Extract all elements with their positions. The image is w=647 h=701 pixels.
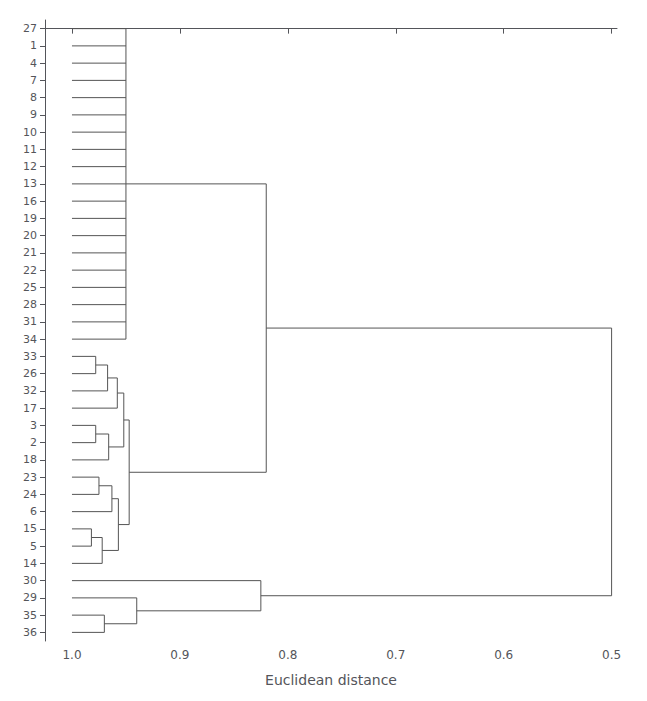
- svg-text:20: 20: [23, 229, 37, 242]
- svg-text:0.6: 0.6: [494, 648, 513, 662]
- svg-text:26: 26: [23, 367, 37, 380]
- svg-text:7: 7: [30, 74, 37, 87]
- svg-text:36: 36: [23, 626, 37, 639]
- svg-text:21: 21: [23, 246, 37, 259]
- svg-text:0.8: 0.8: [278, 648, 297, 662]
- svg-text:14: 14: [23, 557, 37, 570]
- svg-text:27: 27: [23, 22, 37, 35]
- svg-text:9: 9: [30, 108, 37, 121]
- svg-text:13: 13: [23, 177, 37, 190]
- svg-text:23: 23: [23, 471, 37, 484]
- svg-text:12: 12: [23, 160, 37, 173]
- svg-text:10: 10: [23, 126, 37, 139]
- svg-text:24: 24: [23, 488, 37, 501]
- svg-text:11: 11: [23, 143, 37, 156]
- svg-text:30: 30: [23, 574, 37, 587]
- svg-text:16: 16: [23, 195, 37, 208]
- svg-text:17: 17: [23, 402, 37, 415]
- svg-text:0.7: 0.7: [386, 648, 405, 662]
- svg-text:0.9: 0.9: [170, 648, 189, 662]
- svg-text:25: 25: [23, 281, 37, 294]
- svg-text:4: 4: [30, 57, 37, 70]
- svg-text:2: 2: [30, 436, 37, 449]
- svg-text:18: 18: [23, 453, 37, 466]
- svg-text:32: 32: [23, 384, 37, 397]
- svg-text:28: 28: [23, 298, 37, 311]
- svg-text:29: 29: [23, 591, 37, 604]
- svg-text:1.0: 1.0: [62, 648, 81, 662]
- svg-text:15: 15: [23, 522, 37, 535]
- svg-text:19: 19: [23, 212, 37, 225]
- svg-text:34: 34: [23, 333, 37, 346]
- svg-text:22: 22: [23, 264, 37, 277]
- svg-text:31: 31: [23, 315, 37, 328]
- svg-text:8: 8: [30, 91, 37, 104]
- svg-text:33: 33: [23, 350, 37, 363]
- svg-text:6: 6: [30, 505, 37, 518]
- svg-text:3: 3: [30, 419, 37, 432]
- svg-text:1: 1: [30, 39, 37, 52]
- svg-text:Euclidean distance: Euclidean distance: [265, 672, 397, 688]
- svg-text:5: 5: [30, 540, 37, 553]
- svg-text:0.5: 0.5: [602, 648, 621, 662]
- svg-text:35: 35: [23, 609, 37, 622]
